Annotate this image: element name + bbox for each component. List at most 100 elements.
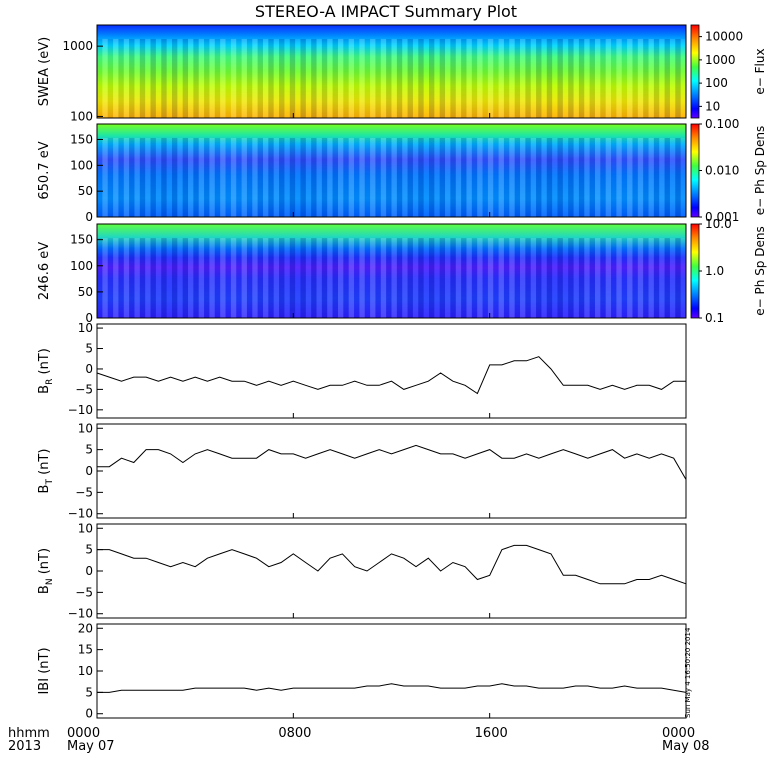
spectrogram-streak — [129, 38, 135, 119]
y-tick-label: 100 — [70, 259, 93, 273]
spectrogram-streak — [348, 238, 355, 318]
spectrogram-streak — [595, 38, 601, 119]
spectrogram-streak — [252, 238, 258, 318]
spectrogram-streak — [546, 238, 553, 318]
spectrogram-streak — [155, 137, 162, 217]
spectrogram-streak — [616, 238, 622, 318]
spectrogram-streak — [295, 137, 301, 217]
spectrogram-streak — [107, 38, 114, 119]
y-axis-label: 650.7 eV — [37, 141, 52, 199]
spectrogram-streak — [621, 38, 628, 119]
spectrogram-streak — [412, 137, 419, 217]
spectrogram-streak — [166, 238, 172, 318]
spectrogram-streak — [305, 238, 312, 318]
spectrogram-streak — [536, 38, 542, 119]
y-axis-label: SWEA (eV) — [37, 37, 52, 106]
colorbar-tick-label: 10000 — [705, 30, 743, 44]
spectrogram-streak — [477, 137, 483, 217]
spectrogram-streak — [434, 38, 440, 119]
spectrogram-streak — [220, 38, 226, 119]
spectrogram-streak — [134, 38, 140, 119]
spectrogram-streak — [123, 137, 130, 217]
spectrogram-streak — [209, 137, 215, 217]
spectrogram-streak — [520, 137, 526, 217]
spectrogram-streak — [129, 137, 135, 217]
spectrogram-streak — [279, 38, 285, 119]
spectrogram-streak — [391, 137, 397, 217]
spectrogram-streak — [653, 38, 660, 119]
spectrogram-streak — [375, 137, 381, 217]
spectrogram-streak — [605, 137, 612, 217]
y-tick-label: −10 — [68, 507, 93, 521]
spectrogram-streak — [220, 238, 226, 318]
colorbar-tick-label: 10.0 — [705, 217, 732, 231]
spectrogram-streak — [295, 38, 301, 119]
spectrogram-streak — [182, 238, 189, 318]
spectrogram-streak — [380, 238, 387, 318]
spectrogram-streak — [643, 238, 649, 318]
spectrogram-streak — [643, 137, 649, 217]
spectrogram-streak — [546, 38, 553, 119]
spectrogram-streak — [600, 38, 606, 119]
spectrogram-streak — [214, 137, 221, 217]
spectrogram-streak — [402, 38, 408, 119]
x-tick-label: 1600 — [475, 726, 508, 741]
spectrogram-streak — [177, 137, 183, 217]
spectrogram-streak — [359, 38, 365, 119]
spectrogram-streak — [107, 238, 114, 318]
spectrogram-streak — [396, 238, 403, 318]
spectrogram-streak — [246, 38, 253, 119]
spectrogram-streak — [648, 238, 654, 318]
spectrogram-streak — [429, 38, 435, 119]
spectrogram-streak — [589, 137, 595, 217]
spectrogram-streak — [669, 38, 676, 119]
spectrogram-streak — [632, 238, 638, 318]
y-tick-label: −10 — [68, 607, 93, 621]
spectrogram-streak — [123, 238, 130, 318]
spectrogram-streak — [434, 238, 440, 318]
spectrogram-streak — [562, 238, 569, 318]
colorbar-tick-label: 0.100 — [705, 117, 739, 131]
colorbar — [690, 223, 700, 319]
spectrogram-streak — [584, 238, 590, 318]
spectrogram-streak — [573, 137, 579, 217]
panel-frame — [96, 24, 687, 119]
spectrogram-streak — [284, 38, 290, 119]
spectrogram-streak — [375, 238, 381, 318]
spectrogram-streak — [150, 137, 156, 217]
spectrogram-streak — [289, 238, 296, 318]
spectrogram-streak — [166, 137, 172, 217]
spectrogram-streak — [370, 38, 376, 119]
spectrogram-streak — [246, 137, 253, 217]
spectrogram-streak — [354, 137, 360, 217]
spectrogram-streak — [466, 38, 472, 119]
spectrogram-streak — [675, 238, 681, 318]
spectrogram-streak — [493, 137, 499, 217]
spectrogram-streak — [273, 238, 280, 318]
spectrogram-streak — [643, 38, 649, 119]
spectrogram-streak — [241, 137, 247, 217]
spectrogram-streak — [611, 38, 617, 119]
spectrogram-streak — [305, 137, 312, 217]
spectrogram-streak — [680, 137, 686, 217]
spectrogram-streak — [659, 38, 665, 119]
spectrogram-streak — [123, 38, 130, 119]
spectrogram-streak — [493, 38, 499, 119]
spectrogram-streak — [230, 38, 237, 119]
spectrogram-streak — [348, 38, 355, 119]
spectrogram-streak — [225, 137, 231, 217]
spectrogram-streak — [664, 38, 670, 119]
spectrogram-streak — [605, 238, 612, 318]
spectrogram-streak — [257, 238, 263, 318]
spectrogram-streak — [578, 238, 585, 318]
spectrogram-streak — [375, 38, 381, 119]
spectrogram-streak — [139, 238, 146, 318]
spectrogram-streak — [198, 137, 205, 217]
spectrogram-streak — [423, 238, 429, 318]
spectrogram-streak — [113, 238, 119, 318]
spectrogram-streak — [611, 238, 617, 318]
spectrogram-image — [97, 25, 686, 118]
spectrogram-streak — [584, 137, 590, 217]
spectrogram-streak — [412, 38, 419, 119]
y-tick-label: 5 — [85, 685, 93, 699]
